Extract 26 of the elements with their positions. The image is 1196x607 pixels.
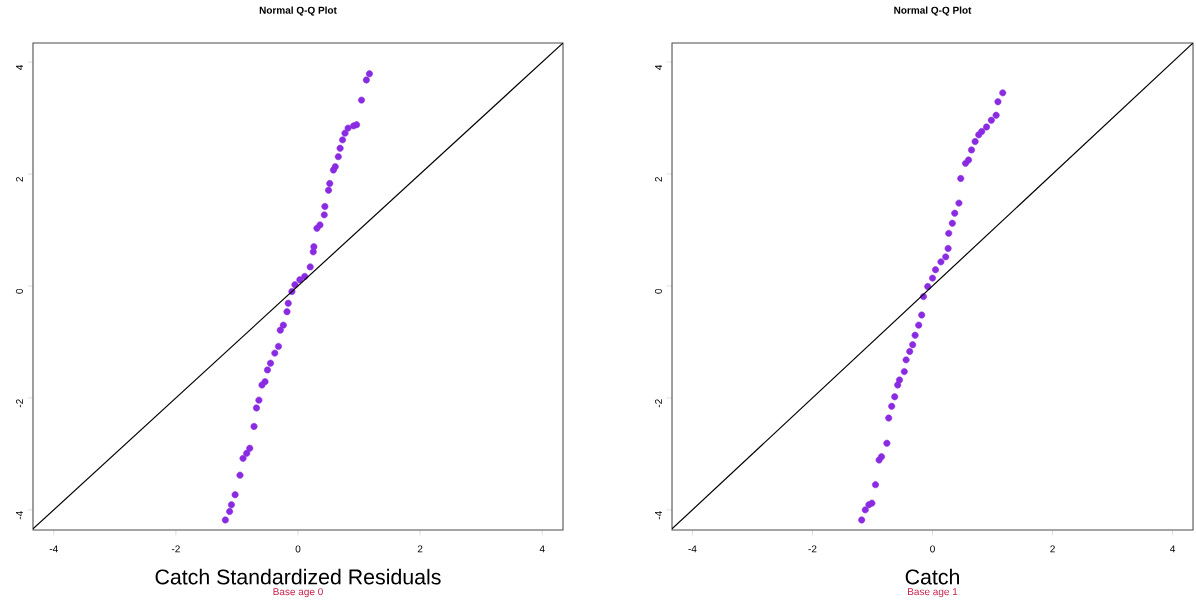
y-tick-label: 4 xyxy=(655,64,662,70)
text: Base age 0 xyxy=(273,588,323,598)
y-tick-label: -4 xyxy=(16,511,23,520)
x-axis-title: Catch Standardized Residuals xyxy=(155,568,441,585)
x-tick-label: -2 xyxy=(808,545,817,553)
text: Base age 1 xyxy=(908,588,958,598)
y-tick-label: -2 xyxy=(654,399,662,408)
x-axis-title: Catch xyxy=(905,568,959,585)
x-tick-label: -4 xyxy=(688,545,697,553)
y-tick-label: -4 xyxy=(655,511,662,520)
y-tick-label: -2 xyxy=(15,399,23,408)
x-tick-label: 0 xyxy=(930,545,935,553)
x-tick-label: 0 xyxy=(295,545,301,553)
y-tick-label: 4 xyxy=(16,64,23,70)
chart-title: Normal Q-Q Plot xyxy=(894,6,972,16)
y-tick-label: 2 xyxy=(15,177,23,182)
x-tick-label: 4 xyxy=(539,545,545,553)
x-tick-label: -4 xyxy=(49,545,58,553)
y-tick-label: 0 xyxy=(15,288,23,294)
x-tick-label: 4 xyxy=(1170,545,1176,553)
x-tick-label: -2 xyxy=(171,545,180,553)
chart-title: Normal Q-Q Plot xyxy=(259,6,337,16)
x-tick-label: 2 xyxy=(1050,545,1055,553)
x-tick-label: 2 xyxy=(417,545,423,553)
y-tick-label: 0 xyxy=(654,288,662,294)
y-tick-label: 2 xyxy=(654,177,662,182)
